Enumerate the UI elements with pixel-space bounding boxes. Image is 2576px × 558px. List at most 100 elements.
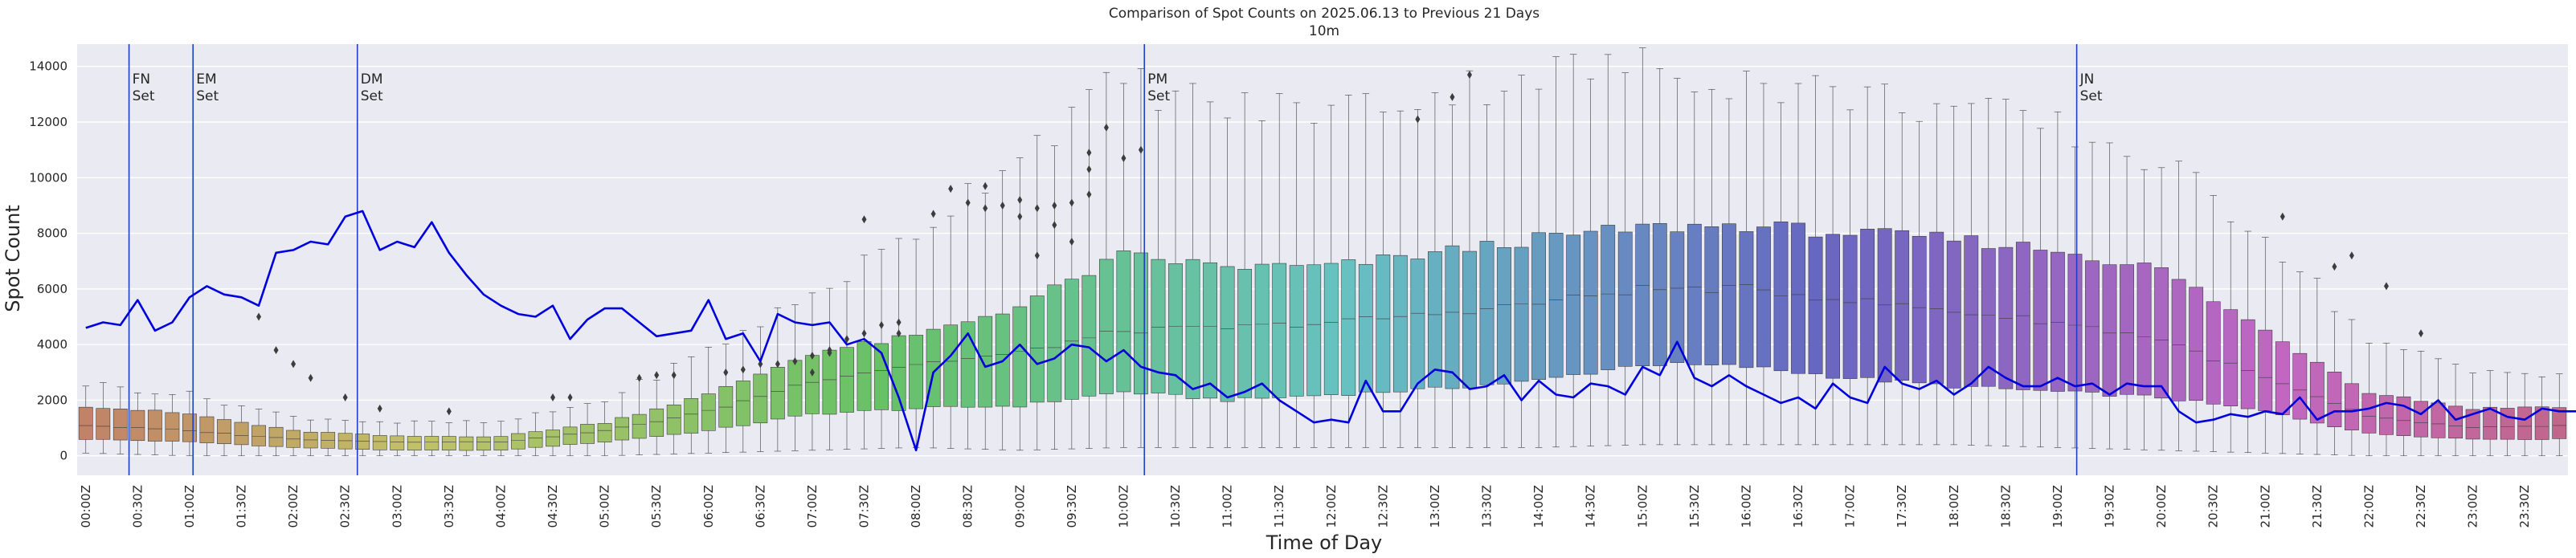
- box-body: [372, 435, 387, 450]
- box-body: [476, 436, 491, 451]
- box-body: [2206, 301, 2221, 405]
- box-plot: [1064, 107, 1079, 450]
- box-body: [2396, 396, 2411, 436]
- event-label: PM: [1147, 71, 1167, 88]
- box-plot: [2085, 141, 2100, 449]
- box-body: [2344, 383, 2359, 430]
- box-body: [2275, 341, 2290, 415]
- outlier-point: [844, 335, 849, 344]
- box-body: [78, 406, 93, 440]
- outlier-point: [1086, 149, 1092, 157]
- box-body: [459, 436, 474, 451]
- box-body: [1134, 252, 1148, 395]
- outlier-point: [896, 329, 902, 338]
- box-plot: [476, 422, 491, 457]
- box-body: [217, 419, 231, 445]
- outlier-point: [948, 185, 954, 193]
- box-body: [1998, 246, 2014, 389]
- box-body: [511, 433, 525, 450]
- outlier-point: [273, 346, 279, 355]
- box-plot: [251, 409, 266, 457]
- outlier-point: [308, 373, 313, 382]
- box-body: [666, 404, 681, 435]
- plot-area: [77, 44, 2568, 475]
- box-body: [1929, 231, 1944, 385]
- box-body: [1826, 234, 1840, 379]
- box-body: [2431, 402, 2446, 438]
- outlier-point: [1086, 190, 1092, 199]
- box-plot: [2431, 358, 2446, 457]
- box-plot: [2154, 167, 2169, 451]
- series-line: [85, 210, 2576, 452]
- box-plot: [632, 379, 647, 455]
- box-body: [909, 335, 924, 409]
- box-plot: [303, 419, 318, 457]
- y-tick-label: 0: [59, 449, 67, 463]
- outlier-point: [758, 360, 763, 369]
- outlier-point: [2383, 282, 2389, 291]
- x-tick-label: 23:00Z: [2466, 485, 2480, 528]
- box-body: [943, 324, 959, 407]
- box-body: [2534, 406, 2549, 440]
- box-body: [1514, 246, 1529, 382]
- box-plot: [1237, 92, 1253, 448]
- box-plot: [407, 420, 422, 457]
- box-body: [1445, 245, 1460, 389]
- outlier-point: [861, 329, 867, 338]
- box-body: [1254, 263, 1270, 399]
- box-body: [147, 409, 162, 442]
- box-body: [2379, 395, 2394, 435]
- box-plot: [1376, 112, 1391, 448]
- x-tick-label: 20:30Z: [2206, 485, 2221, 528]
- outlier-point: [827, 348, 832, 357]
- box-plot: [2275, 262, 2290, 454]
- box-plot: [1514, 75, 1529, 448]
- x-axis-label: Time of Day: [1266, 532, 1383, 554]
- box-body: [1756, 226, 1771, 368]
- box-body: [1323, 263, 1339, 395]
- box-body: [1479, 241, 1494, 385]
- x-tick-label: 17:30Z: [1895, 485, 1909, 528]
- box-plot: [1220, 117, 1235, 448]
- box-body: [857, 341, 872, 411]
- outlier-point: [636, 373, 642, 382]
- box-plot: [1860, 86, 1875, 446]
- outlier-point: [256, 312, 262, 321]
- box-body: [1548, 233, 1564, 378]
- outlier-point: [377, 404, 382, 413]
- box-plot: [2465, 373, 2480, 457]
- box-body: [1029, 295, 1045, 403]
- outlier-point: [792, 356, 798, 365]
- box-body: [1617, 231, 1633, 367]
- y-tick-label: 6000: [37, 282, 67, 296]
- box-body: [1237, 269, 1253, 398]
- y-axis-ticks: 0 2000 4000 6000 8000 10000 12000 14000: [29, 59, 67, 463]
- box-plot: [1185, 83, 1200, 448]
- y-tick-label: 10000: [29, 170, 67, 185]
- box-body: [2309, 361, 2325, 424]
- box-body: [1652, 223, 1667, 366]
- outlier-point: [2280, 212, 2285, 221]
- box-plot: [1739, 71, 1754, 446]
- outlier-point: [896, 318, 902, 327]
- box-body: [805, 355, 820, 414]
- box-plot: [1428, 92, 1442, 448]
- box-plot: [1445, 104, 1460, 448]
- outlier-point: [550, 393, 556, 401]
- box-plot: [1791, 83, 1805, 446]
- event-sublabel: Set: [133, 88, 155, 104]
- x-tick-label: 20:00Z: [2154, 485, 2169, 528]
- box-body: [1289, 265, 1304, 397]
- box-plot: [1341, 95, 1356, 448]
- x-tick-label: 09:30Z: [1065, 485, 1079, 528]
- box-plot: [2015, 110, 2030, 447]
- box-plot: [337, 420, 353, 457]
- box-body: [1462, 250, 1477, 389]
- box-body: [1185, 259, 1200, 399]
- outlier-point: [1052, 201, 1057, 210]
- box-plot: [1808, 75, 1823, 446]
- box-plot: [78, 385, 93, 454]
- outlier-point: [1415, 115, 1421, 124]
- box-body: [1497, 247, 1511, 385]
